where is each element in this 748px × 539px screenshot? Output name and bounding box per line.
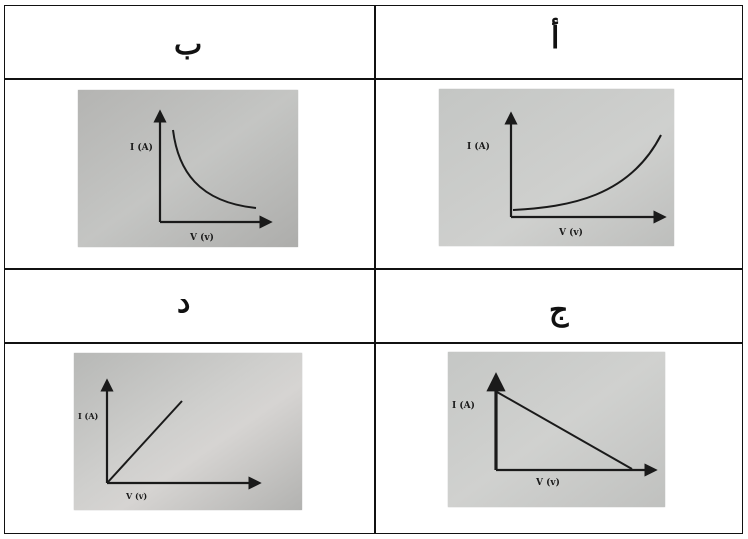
option-label-a: أ [551, 21, 560, 56]
graph-a: I (A) V (v) [439, 89, 674, 246]
option-label-d: د [177, 285, 191, 320]
graph-c: I (A) V (v) [448, 352, 665, 507]
table-divider [5, 342, 742, 344]
x-axis-label: V (v) [558, 227, 583, 238]
table-divider [374, 6, 376, 533]
table-divider [5, 268, 742, 270]
answer-options-table [4, 5, 743, 534]
graph-d: I (A) V (v) [74, 353, 302, 510]
x-axis-label: V (v) [189, 232, 214, 243]
y-axis-label: I (A) [467, 141, 490, 152]
y-axis-label: I (A) [78, 411, 99, 421]
graph-b: I (A) V (v) [78, 90, 298, 247]
table-divider [5, 78, 742, 80]
x-axis-label: V (v) [125, 491, 147, 501]
y-axis-label: I (A) [452, 400, 475, 411]
x-axis-label: V (v) [535, 477, 560, 488]
option-label-c: ج [549, 293, 569, 328]
y-axis-label: I (A) [130, 142, 153, 153]
option-label-b: ب [174, 27, 203, 62]
